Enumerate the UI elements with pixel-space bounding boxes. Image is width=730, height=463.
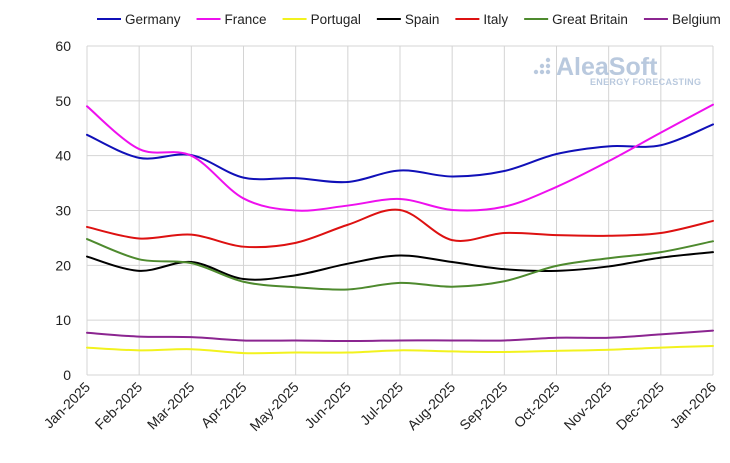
legend-label: Belgium <box>672 12 721 27</box>
legend-label: Great Britain <box>552 12 628 27</box>
aleasoft-watermark: AleaSoft ENERGY FORECASTING <box>533 53 701 87</box>
x-tick-label: May-2025 <box>246 379 301 434</box>
watermark-tagline: ENERGY FORECASTING <box>590 77 701 87</box>
y-tick-label: 50 <box>55 93 71 109</box>
series-line-great-britain <box>86 238 714 291</box>
legend-item-spain: Spain <box>376 12 440 27</box>
x-tick-label: Aug-2025 <box>404 379 458 433</box>
legend-label: Germany <box>125 12 181 27</box>
series-line-spain <box>86 251 714 281</box>
legend-item-italy: Italy <box>455 12 508 27</box>
legend-label: Italy <box>483 12 508 27</box>
legend-item-portugal: Portugal <box>282 12 361 27</box>
y-axis-ticks: 0 10 20 30 40 50 60 <box>55 38 71 383</box>
x-tick-label: Sep-2025 <box>456 379 510 433</box>
legend-label: France <box>225 12 267 27</box>
legend-item-germany: Germany <box>97 12 181 27</box>
legend-item-great-britain: Great Britain <box>524 12 628 27</box>
series-line-france <box>86 103 714 212</box>
legend-item-belgium: Belgium <box>643 12 721 27</box>
series-line-italy <box>86 208 714 249</box>
x-tick-label: Nov-2025 <box>561 379 615 433</box>
x-tick-label: Apr-2025 <box>198 379 250 431</box>
series-line-belgium <box>86 329 714 343</box>
watermark-dots-icon <box>533 57 551 75</box>
x-tick-label: Jul-2025 <box>357 379 406 428</box>
legend-label: Portugal <box>311 12 361 27</box>
y-tick-label: 20 <box>55 257 71 273</box>
x-tick-label: Oct-2025 <box>511 379 563 431</box>
x-tick-label: Jun-2025 <box>301 379 354 432</box>
y-tick-label: 40 <box>55 148 71 164</box>
x-tick-label: Dec-2025 <box>613 379 667 433</box>
x-tick-label: Jan-2026 <box>667 379 720 432</box>
series-line-portugal <box>86 344 714 355</box>
legend: Germany France Portugal Spain Italy Great Bri… <box>97 12 721 27</box>
x-tick-label: Mar-2025 <box>144 379 198 433</box>
legend-label: Spain <box>405 12 440 27</box>
y-tick-label: 30 <box>55 203 71 219</box>
y-tick-label: 10 <box>55 312 71 328</box>
y-tick-label: 60 <box>55 38 71 54</box>
x-tick-label: Feb-2025 <box>92 379 146 433</box>
x-tick-label: Jan-2025 <box>41 379 94 432</box>
legend-item-france: France <box>196 12 267 27</box>
y-tick-label: 0 <box>63 367 71 383</box>
series-lines <box>86 103 714 355</box>
watermark-brand: AleaSoft <box>556 53 658 81</box>
